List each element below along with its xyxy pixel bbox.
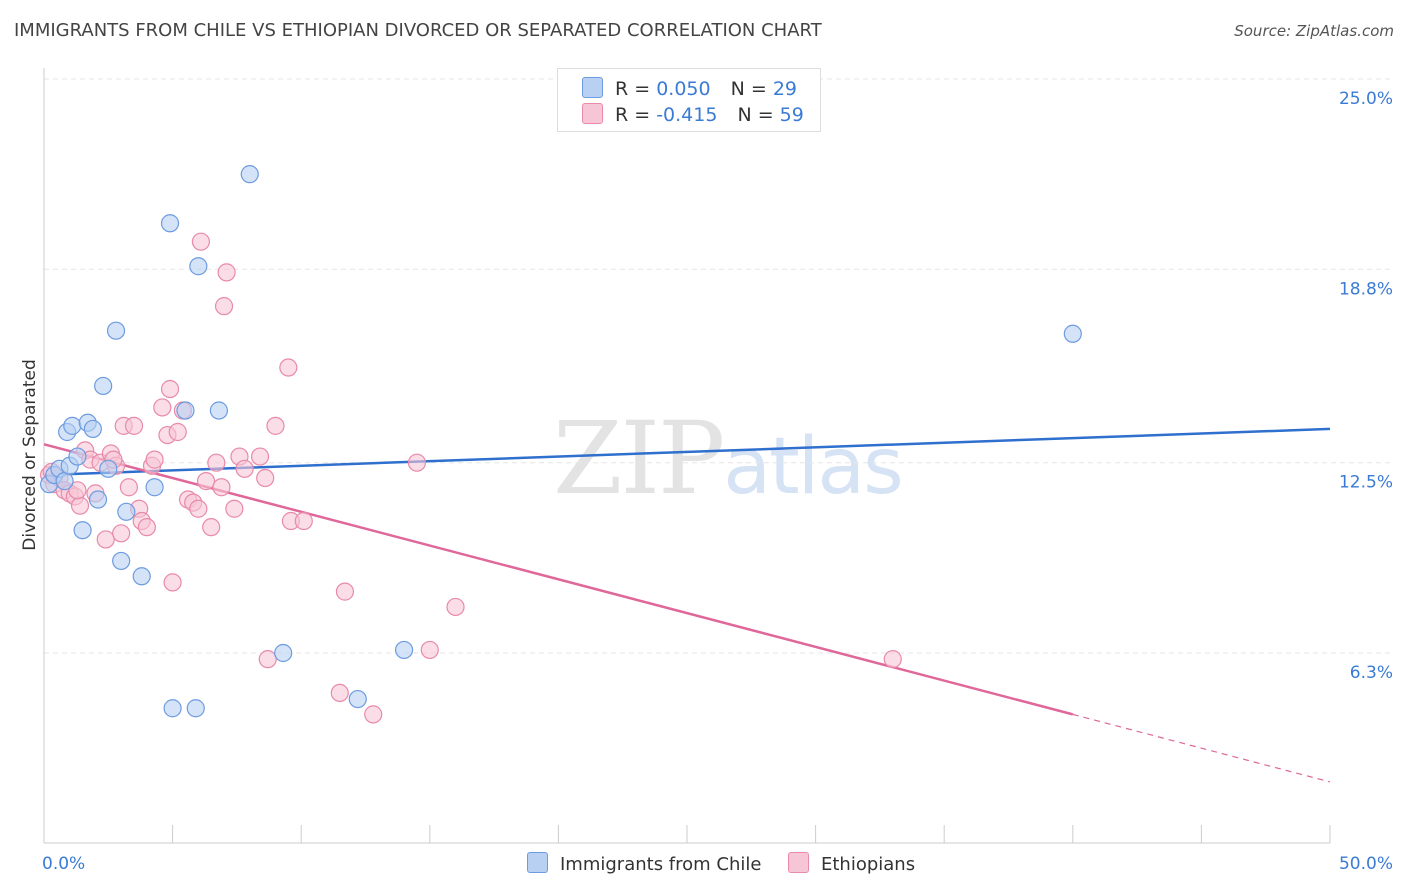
bottom-legend-swatch-ethiopians (788, 852, 809, 873)
point-chile (117, 502, 136, 521)
point-chile (112, 551, 131, 571)
legend-swatch-ethiopians (582, 103, 603, 124)
watermark-atlas: atlas (723, 422, 903, 512)
point-chile (176, 401, 195, 420)
axes (43, 68, 1331, 844)
legend-n-label: N = (737, 104, 780, 126)
legend-n-label: N = (730, 78, 773, 100)
legend-r-value: 0.050 (656, 78, 711, 100)
point-ethiopians (168, 422, 187, 442)
x-tick-label: 50.0% (1339, 854, 1393, 874)
bottom-legend-label-ethiopians: Ethiopians (821, 854, 916, 875)
point-ethiopians (256, 468, 275, 488)
legend-n-value: 59 (779, 104, 804, 126)
y-tick-label: 25.0% (1339, 89, 1393, 109)
point-ethiopians (258, 650, 277, 669)
legend-r-label: R = (615, 78, 657, 100)
trend-line-ethiopians-extension (1072, 713, 1331, 783)
point-ethiopians (153, 398, 172, 417)
point-chile (99, 459, 118, 478)
legend-row-chile: R = 0.050 N = 29 (582, 77, 797, 101)
point-chile (1063, 324, 1082, 343)
legend-r-value: -0.415 (656, 104, 718, 126)
y-tick-label: 18.8% (1339, 279, 1393, 299)
point-ethiopians (420, 640, 439, 660)
point-ethiopians (163, 573, 182, 592)
point-ethiopians (124, 416, 144, 435)
point-ethiopians (196, 472, 216, 491)
point-chile (132, 567, 151, 586)
point-chile (394, 640, 414, 660)
legend-swatch-chile (582, 77, 603, 98)
bottom-legend-chile: Immigrants from Chile (527, 852, 761, 875)
point-ethiopians (189, 499, 208, 518)
point-chile (189, 257, 208, 276)
data-points (40, 165, 1082, 724)
point-ethiopians (335, 582, 355, 601)
point-ethiopians (407, 453, 427, 472)
point-ethiopians (96, 530, 115, 549)
point-chile (163, 699, 182, 718)
tick-labels: 6.3% 12.5% 18.8% 25.0% 0.0% 50.0% (42, 89, 1393, 874)
point-chile (209, 401, 228, 420)
legend-r-label: R = (615, 104, 657, 126)
point-chile (348, 689, 367, 709)
point-ethiopians (279, 358, 298, 377)
point-ethiopians (160, 379, 180, 399)
point-chile (83, 419, 102, 439)
point-chile (186, 699, 205, 718)
point-ethiopians (70, 496, 90, 515)
point-chile (63, 416, 82, 435)
legend-row-ethiopians: R = -0.415 N = 59 (582, 103, 804, 127)
point-ethiopians (235, 459, 254, 478)
point-chile (240, 165, 259, 184)
watermark-zip: ZIP (553, 400, 725, 517)
point-ethiopians (112, 524, 131, 543)
point-ethiopians (294, 511, 313, 531)
point-ethiopians (883, 650, 902, 669)
chart-source: Source: ZipAtlas.com (1234, 22, 1394, 40)
point-chile (160, 214, 180, 233)
point-ethiopians (330, 683, 349, 703)
point-ethiopians (214, 297, 234, 316)
point-chile (145, 478, 164, 497)
point-ethiopians (202, 518, 221, 537)
point-ethiopians (225, 499, 244, 518)
trend-lines (43, 427, 1331, 783)
point-chile (94, 376, 113, 396)
point-chile (88, 490, 108, 509)
point-ethiopians (207, 453, 226, 472)
y-tick-label: 12.5% (1339, 473, 1393, 493)
point-chile (274, 643, 293, 663)
point-ethiopians (191, 232, 210, 251)
legend-n-value: 29 (772, 78, 798, 100)
point-ethiopians (145, 450, 164, 469)
bottom-legend-ethiopians: Ethiopians (788, 852, 915, 875)
point-ethiopians (250, 447, 270, 466)
point-chile (73, 521, 92, 540)
point-ethiopians (212, 478, 231, 497)
bottom-legend-swatch-chile (527, 852, 548, 873)
point-ethiopians (217, 263, 236, 282)
point-ethiopians (137, 518, 156, 537)
y-axis-label: Divorced or Separated (20, 359, 40, 550)
point-ethiopians (68, 481, 87, 500)
trend-line-chile (43, 427, 1331, 477)
point-chile (68, 447, 87, 466)
point-ethiopians (119, 478, 138, 497)
point-ethiopians (446, 597, 465, 617)
point-ethiopians (364, 705, 383, 724)
x-tick-label: 0.0% (42, 854, 85, 874)
chart-title: IMMIGRANTS FROM CHILE VS ETHIOPIAN DIVOR… (14, 20, 822, 41)
point-chile (106, 321, 126, 340)
y-tick-label: 6.3% (1350, 663, 1393, 683)
bottom-legend-label-chile: Immigrants from Chile (560, 854, 762, 875)
point-ethiopians (266, 416, 285, 435)
point-chile (55, 472, 74, 491)
grid-lines (44, 78, 1392, 654)
watermark: ZIPatlas (553, 400, 904, 517)
correlation-legend: R = 0.050 N = 29 R = -0.415 N = 59 (557, 68, 821, 132)
